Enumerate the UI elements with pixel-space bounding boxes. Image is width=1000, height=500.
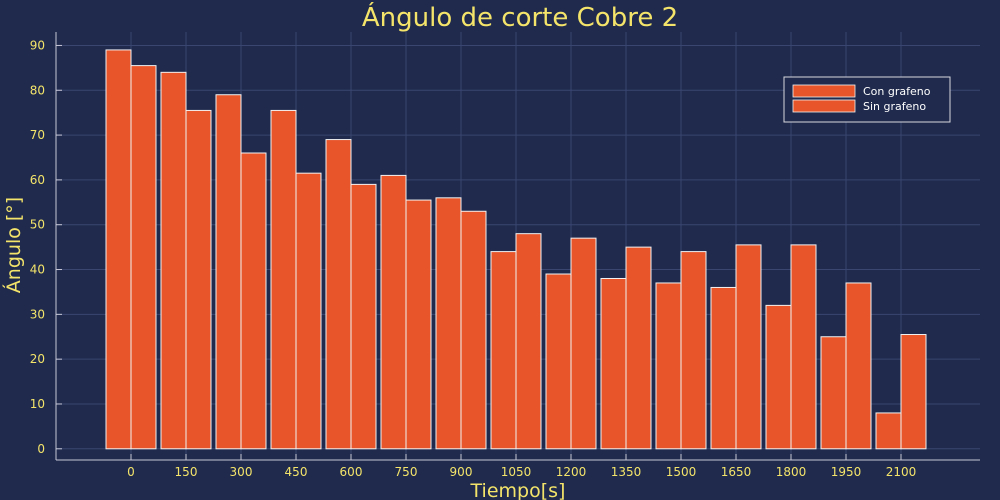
y-tick-label: 40 [30,263,45,277]
x-tick-label: 2100 [886,465,917,479]
legend-swatch-sin-grafeno [792,99,856,113]
legend-swatch-con-grafeno [792,84,856,98]
y-tick-label: 30 [30,307,45,321]
bar-con-grafeno [160,71,187,450]
bar-con-grafeno [490,251,517,450]
bar-con-grafeno [105,49,132,450]
x-tick-label: 450 [285,465,308,479]
x-tick-label: 900 [450,465,473,479]
bar-sin-grafeno [845,282,872,450]
bar-con-grafeno [820,336,847,450]
x-tick-label: 1500 [666,465,697,479]
y-axis-label: Ángulo [°] [2,197,25,293]
bar-sin-grafeno [790,244,817,450]
bar-con-grafeno [380,174,407,450]
bar-sin-grafeno [570,237,597,450]
bar-con-grafeno [875,412,902,450]
bar-sin-grafeno [680,251,707,450]
bar-sin-grafeno [625,246,652,450]
bar-con-grafeno [215,94,242,450]
y-tick-label: 80 [30,83,45,97]
legend-box [783,76,951,123]
x-tick-label: 300 [230,465,253,479]
y-tick-label: 10 [30,397,45,411]
x-tick-label: 150 [175,465,198,479]
bar-con-grafeno [545,273,572,450]
x-tick-label: 1350 [611,465,642,479]
axes [55,32,980,461]
legend-label-con-grafeno: Con grafeno [863,85,931,98]
bar-sin-grafeno [295,172,322,450]
bar-sin-grafeno [460,210,487,450]
y-tick-label: 90 [30,38,45,52]
bar-sin-grafeno [405,199,432,450]
y-tick-label: 60 [30,173,45,187]
bar-con-grafeno [270,109,297,450]
bar-con-grafeno [765,304,792,450]
bar-con-grafeno [435,197,462,450]
legend-label-sin-grafeno: Sin grafeno [863,100,926,113]
bar-con-grafeno [325,139,352,450]
y-tick-label: 20 [30,352,45,366]
x-tick-label: 1650 [721,465,752,479]
bar-sin-grafeno [130,65,157,450]
x-tick-label: 1050 [501,465,532,479]
bar-sin-grafeno [515,233,542,450]
x-tick-label: 1800 [776,465,807,479]
x-tick-label: 750 [395,465,418,479]
bar-sin-grafeno [185,109,212,450]
bar-con-grafeno [710,286,737,450]
x-tick-label: 600 [340,465,363,479]
bar-sin-grafeno [240,152,267,450]
chart-title: Ángulo de corte Cobre 2 [362,1,678,33]
x-tick-label: 1950 [831,465,862,479]
y-tick-label: 70 [30,128,45,142]
bar-sin-grafeno [735,244,762,450]
bar-con-grafeno [655,282,682,450]
bar-sin-grafeno [900,334,927,450]
x-axis-label: Tiempo[s] [470,480,566,500]
y-tick-label: 50 [30,218,45,232]
x-tick-label: 0 [127,465,135,479]
y-tick-label: 0 [37,442,45,456]
bars [105,49,927,450]
legend: Con grafeno Sin grafeno [783,76,951,123]
bar-sin-grafeno [350,183,377,450]
bar-con-grafeno [600,277,627,450]
x-tick-label: 1200 [556,465,587,479]
